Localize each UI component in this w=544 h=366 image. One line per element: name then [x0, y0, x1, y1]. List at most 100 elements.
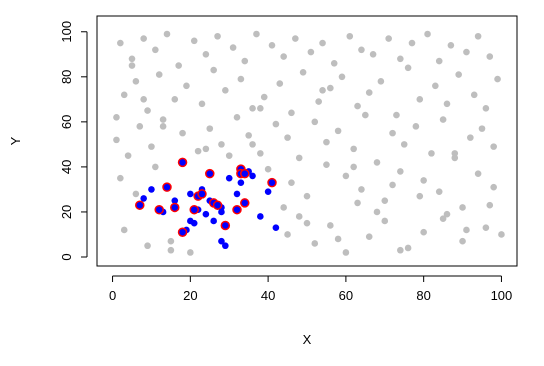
- point: [177, 227, 188, 237]
- point: [170, 202, 180, 213]
- point: [218, 237, 225, 245]
- point: [257, 213, 264, 220]
- point: [155, 71, 163, 78]
- point: [148, 186, 155, 193]
- point: [463, 48, 470, 56]
- point: [334, 127, 342, 135]
- point: [470, 91, 478, 99]
- point: [220, 220, 231, 231]
- point: [167, 237, 175, 245]
- y-tick-label: 20: [59, 205, 74, 219]
- y-tick-label: 60: [59, 115, 74, 129]
- point: [162, 182, 172, 192]
- point: [222, 87, 229, 94]
- point: [152, 46, 159, 54]
- point: [369, 50, 377, 58]
- point: [404, 244, 412, 252]
- point: [179, 129, 186, 137]
- point: [222, 242, 229, 250]
- x-tick-label: 100: [491, 288, 513, 303]
- point: [187, 190, 194, 198]
- point: [237, 75, 245, 83]
- x-tick-label: 60: [339, 288, 353, 303]
- point: [249, 141, 256, 148]
- point: [412, 123, 420, 130]
- point: [474, 170, 482, 177]
- point: [167, 246, 175, 254]
- point: [490, 143, 497, 150]
- point: [459, 204, 466, 211]
- point: [135, 200, 145, 210]
- point: [128, 55, 136, 63]
- point: [319, 87, 326, 94]
- point: [257, 105, 264, 112]
- point: [373, 159, 381, 166]
- point: [342, 172, 350, 180]
- point: [323, 161, 330, 168]
- point: [144, 107, 151, 114]
- point: [140, 96, 147, 103]
- point: [400, 141, 408, 148]
- point: [478, 125, 486, 132]
- point: [264, 188, 272, 195]
- point: [439, 116, 447, 123]
- point: [494, 75, 501, 83]
- point: [474, 32, 482, 40]
- point: [389, 129, 396, 137]
- point: [233, 114, 241, 121]
- y-axis-label: Y: [8, 136, 23, 145]
- point: [276, 80, 284, 87]
- point: [346, 32, 354, 40]
- y-tick-label: 80: [59, 70, 74, 84]
- point: [397, 246, 404, 254]
- point: [218, 141, 225, 148]
- point: [307, 48, 315, 56]
- point: [124, 152, 132, 159]
- point: [280, 204, 287, 211]
- point: [260, 93, 268, 101]
- point: [295, 154, 303, 162]
- point: [284, 134, 291, 141]
- y-tick-label: 40: [59, 160, 74, 174]
- point: [212, 200, 223, 210]
- y-tick-label: 100: [59, 21, 74, 43]
- point: [210, 66, 217, 74]
- point: [120, 226, 128, 234]
- point: [232, 204, 242, 215]
- point: [451, 150, 459, 157]
- point: [210, 217, 217, 225]
- point: [389, 181, 396, 189]
- point: [177, 157, 188, 168]
- point: [136, 123, 144, 130]
- point: [202, 210, 210, 218]
- point: [205, 168, 215, 179]
- point: [214, 32, 221, 40]
- point: [190, 37, 198, 45]
- point: [218, 208, 225, 216]
- point: [229, 44, 237, 51]
- point: [381, 197, 389, 204]
- point: [354, 102, 361, 110]
- point: [128, 62, 136, 69]
- point: [327, 84, 334, 92]
- point: [323, 138, 330, 146]
- point: [163, 30, 171, 38]
- point: [240, 168, 250, 179]
- point: [171, 197, 179, 204]
- point: [334, 235, 342, 243]
- point: [245, 132, 252, 139]
- point: [249, 105, 256, 112]
- point: [443, 100, 451, 108]
- point: [225, 174, 233, 182]
- point: [202, 145, 210, 153]
- point: [132, 78, 140, 85]
- point: [144, 242, 151, 250]
- point: [303, 219, 311, 227]
- point: [295, 213, 303, 220]
- x-tick-label: 80: [416, 288, 430, 303]
- point: [482, 224, 490, 232]
- point: [198, 100, 206, 108]
- point: [267, 177, 277, 188]
- plot-frame: [96, 15, 518, 267]
